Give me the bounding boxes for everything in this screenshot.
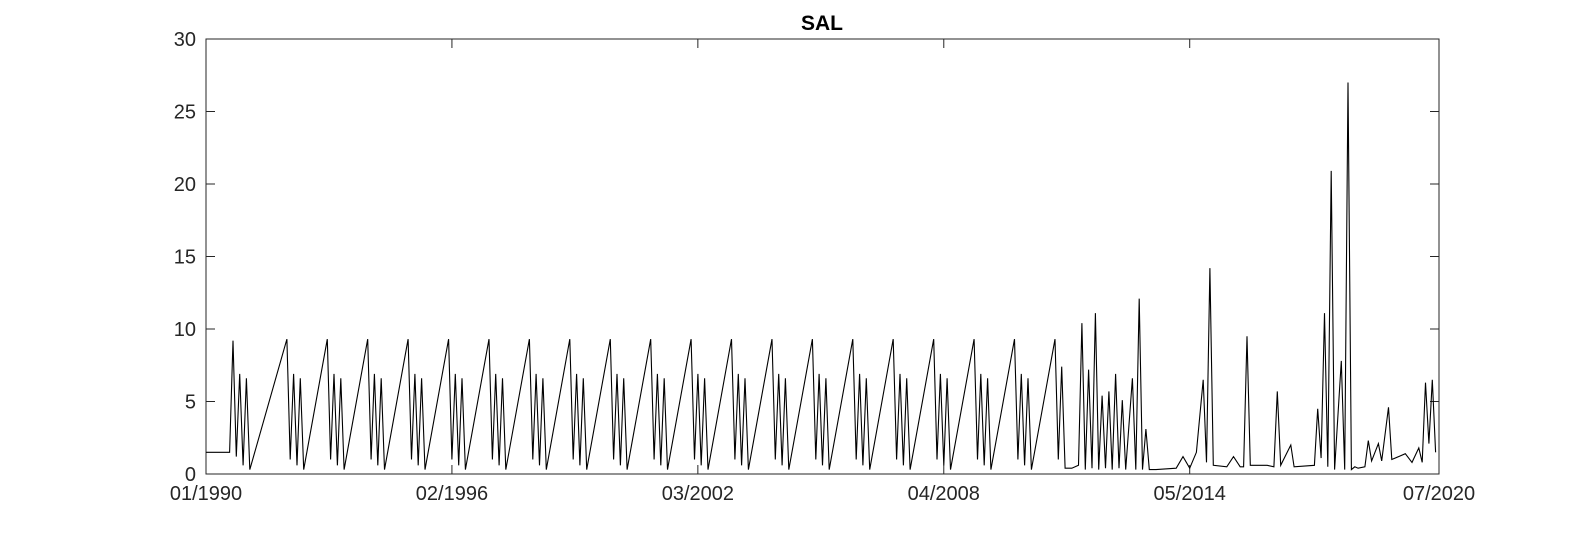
x-tick-label: 05/2014 <box>1154 483 1226 505</box>
x-tick-label: 02/1996 <box>416 483 488 505</box>
y-tick-label: 5 <box>185 392 196 414</box>
y-tick-label: 20 <box>174 174 196 196</box>
y-tick-label: 25 <box>174 102 196 124</box>
y-tick-label: 10 <box>174 319 196 341</box>
series-line <box>206 82 1437 471</box>
chart-title: SAL <box>801 12 843 35</box>
plot-box <box>205 38 1440 475</box>
x-tick-label: 03/2002 <box>662 483 734 505</box>
axis-ticks: 01/1990 02/1996 03/2002 04/2008 05/2014 07/20… <box>170 29 1475 505</box>
y-tick-label: 30 <box>174 29 196 51</box>
x-tick-label: 04/2008 <box>908 483 980 505</box>
y-tick-label: 0 <box>185 464 196 486</box>
y-tick-label: 15 <box>174 247 196 269</box>
x-tick-label: 01/1990 <box>170 483 242 505</box>
series-layer <box>206 82 1437 471</box>
x-tick-label: 07/2020 <box>1403 483 1475 505</box>
